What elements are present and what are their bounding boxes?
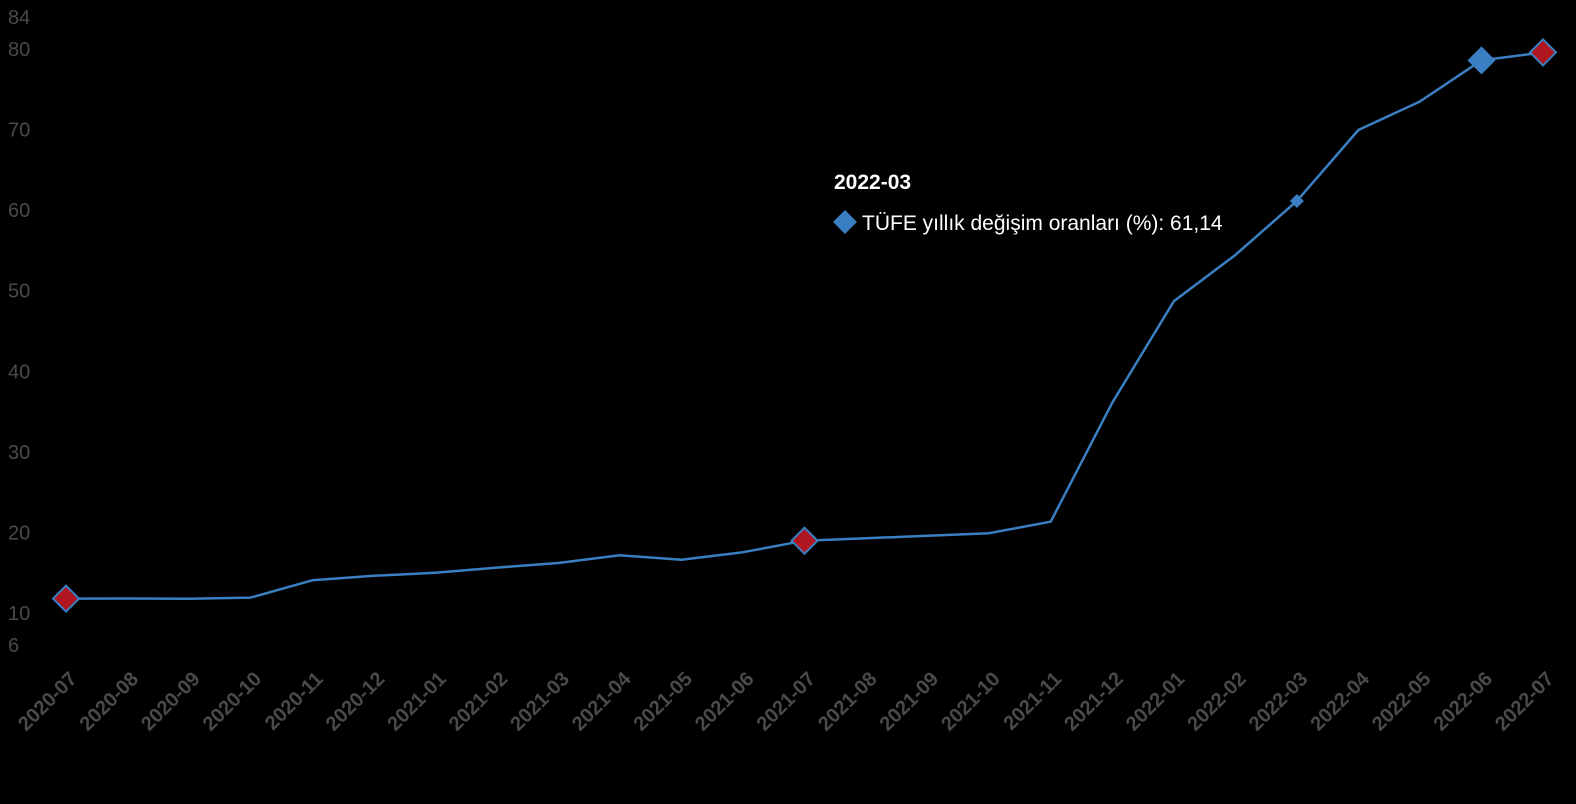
data-point[interactable] — [986, 530, 992, 536]
x-tick-label: 2020-08 — [76, 668, 143, 735]
y-tick-label: 40 — [8, 361, 30, 383]
data-point[interactable] — [1417, 99, 1423, 105]
data-point[interactable] — [740, 549, 746, 555]
x-tick-label: 2021-08 — [814, 668, 881, 735]
data-point-hovered[interactable] — [1289, 194, 1304, 209]
x-tick-label: 2021-05 — [629, 668, 696, 735]
x-tick-label: 2022-06 — [1430, 668, 1497, 735]
y-tick-label: 6 — [8, 635, 19, 657]
data-point[interactable] — [186, 596, 192, 602]
marker-layer — [51, 38, 1558, 614]
x-tick-label: 2021-04 — [568, 667, 636, 735]
x-axis: 2020-072020-082020-092020-102020-112020-… — [14, 667, 1558, 735]
x-tick-label: 2021-07 — [753, 668, 820, 735]
data-point[interactable] — [309, 577, 315, 583]
x-tick-label: 2020-07 — [14, 668, 81, 735]
tooltip-title: 2022-03 — [834, 171, 911, 194]
data-point-highlighted[interactable] — [51, 584, 81, 614]
data-point[interactable] — [125, 596, 131, 602]
x-tick-label: 2020-11 — [261, 668, 328, 735]
y-tick-label: 10 — [8, 603, 30, 625]
x-tick-label: 2020-09 — [137, 668, 204, 735]
data-point[interactable] — [555, 560, 561, 566]
x-tick-label: 2021-06 — [691, 668, 758, 735]
x-tick-label: 2021-10 — [937, 668, 1004, 735]
tooltip: 2022-03 TÜFE yıllık değişim oranları (%)… — [833, 171, 1223, 235]
x-tick-label: 2021-03 — [506, 668, 573, 735]
data-point[interactable] — [1048, 519, 1054, 525]
data-point[interactable] — [1171, 298, 1177, 304]
x-tick-label: 2021-01 — [383, 668, 450, 735]
data-point[interactable] — [925, 533, 931, 539]
series-line — [65, 51, 1544, 600]
x-tick-label: 2022-02 — [1183, 668, 1250, 735]
data-point-highlighted[interactable] — [790, 526, 819, 556]
data-point-highlighted[interactable] — [1528, 38, 1558, 67]
data-point[interactable] — [678, 557, 684, 563]
tooltip-series-marker-icon — [833, 210, 857, 234]
x-tick-label: 2022-01 — [1122, 668, 1189, 735]
y-tick-label: 84 — [8, 7, 30, 29]
data-point[interactable] — [617, 552, 623, 558]
data-point[interactable] — [248, 595, 254, 601]
data-point[interactable] — [1109, 400, 1115, 406]
x-tick-label: 2021-12 — [1060, 668, 1127, 735]
x-tick-label: 2022-04 — [1306, 667, 1374, 735]
data-point[interactable] — [494, 565, 500, 571]
y-tick-label: 30 — [8, 442, 30, 464]
x-tick-label: 2021-11 — [1000, 668, 1067, 735]
tooltip-label: TÜFE yıllık değişim oranları (%): 61,14 — [862, 212, 1223, 235]
x-tick-label: 2021-09 — [876, 668, 943, 735]
series-layer — [65, 51, 1544, 600]
data-point[interactable] — [1355, 127, 1361, 133]
x-tick-label: 2022-03 — [1245, 668, 1312, 735]
data-point[interactable] — [432, 570, 438, 576]
y-tick-label: 70 — [8, 120, 30, 142]
data-point[interactable] — [1232, 252, 1238, 258]
x-tick-label: 2020-10 — [199, 668, 266, 735]
data-point[interactable] — [863, 535, 869, 541]
y-tick-label: 20 — [8, 522, 30, 544]
x-tick-label: 2022-07 — [1491, 668, 1558, 735]
y-tick-label: 80 — [8, 39, 30, 61]
y-tick-label: 50 — [8, 281, 30, 303]
x-tick-label: 2022-05 — [1368, 668, 1435, 735]
data-point-emphasis[interactable] — [1467, 46, 1496, 75]
data-point[interactable] — [371, 573, 377, 579]
x-tick-label: 2020-12 — [322, 668, 389, 735]
x-tick-label: 2021-02 — [445, 668, 512, 735]
y-axis: 6 10 20 30 40 50 60 70 80 84 — [8, 7, 30, 657]
y-tick-label: 60 — [8, 200, 30, 222]
